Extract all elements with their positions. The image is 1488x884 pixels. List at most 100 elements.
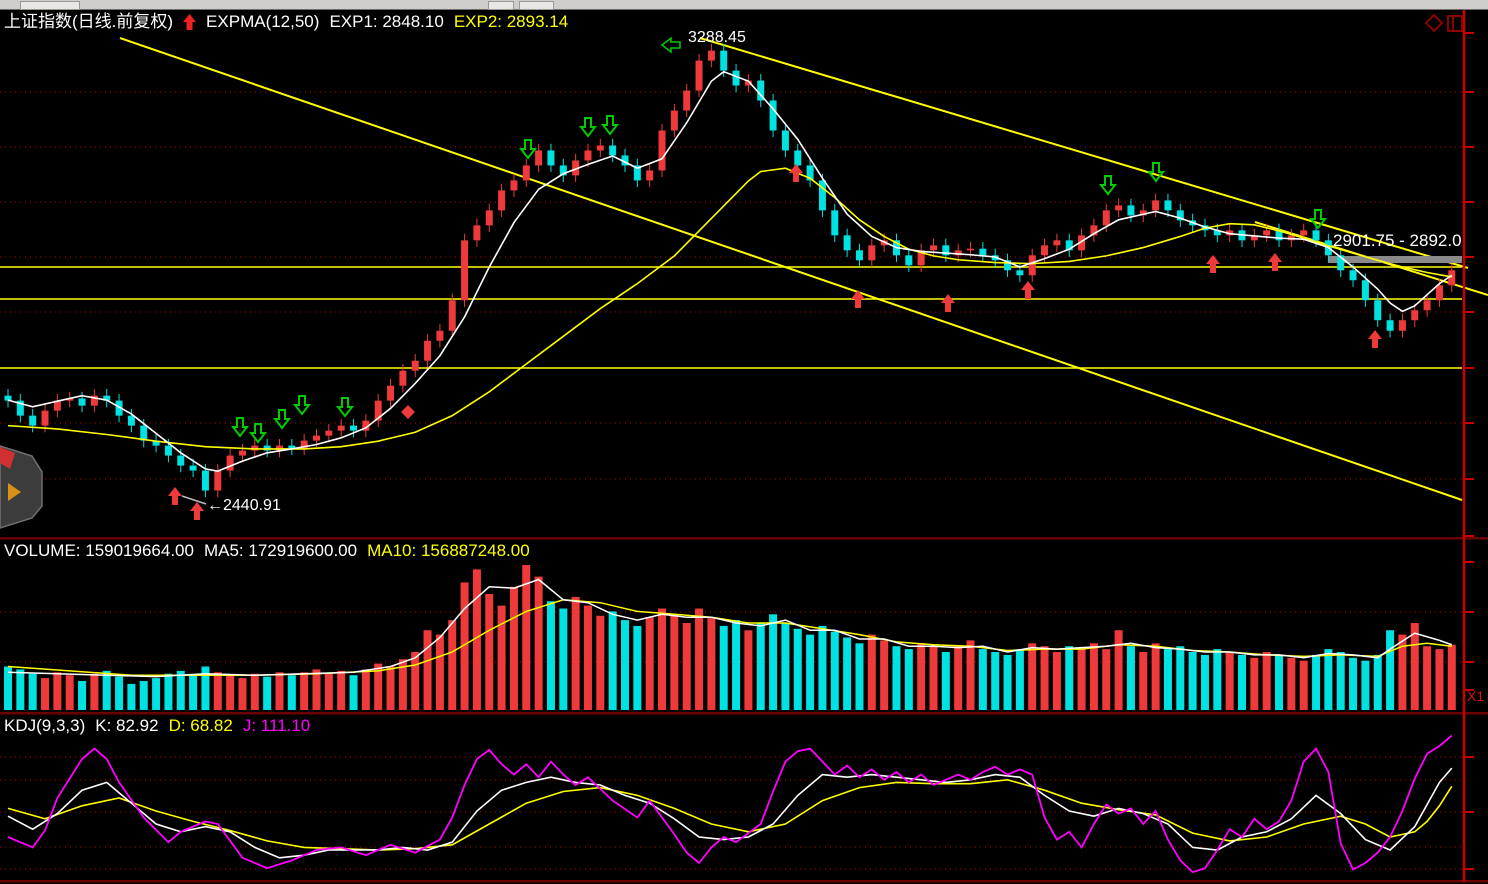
volume-bar [1238,654,1246,710]
volume-bar [65,675,74,710]
candle [1176,210,1184,221]
toolbar-button[interactable] [488,1,514,10]
candle [1337,255,1345,271]
volume-bar [1225,652,1234,710]
candle [103,395,111,401]
volume-bar [1312,654,1321,710]
volume-bar [361,669,370,710]
candle [1028,255,1036,276]
candle [374,400,382,421]
volume-bar [127,683,136,710]
candle [387,385,395,401]
candle [584,150,592,161]
up-arrow-icon [183,13,197,30]
main-chart-pane[interactable] [0,9,1464,537]
volume-bar [744,630,753,710]
volume-bar [1287,657,1296,710]
buy-arrow-icon [1021,281,1035,299]
buy-arrow-icon [190,502,204,520]
toolbar-button[interactable] [20,1,80,10]
sell-arrow-icon [1146,162,1166,183]
volume-bar [472,569,481,710]
current-price-bar [1328,256,1462,263]
price-range-label: 2901.75 - 2892.0 [1333,231,1462,250]
candle [695,60,703,91]
candle [1152,200,1160,211]
candle [313,435,320,441]
volume-bar [1373,654,1382,710]
volume-bar [793,628,802,710]
candle [855,250,863,261]
volume-bar [546,601,555,710]
candle [720,50,728,71]
candle [1411,310,1419,321]
volume-bar [904,649,913,710]
diamond-window-icon[interactable] [1424,13,1444,33]
volume-bar [707,617,716,710]
volume-ma10-value: MA10: 156887248.00 [367,541,530,560]
volume-bar [583,605,592,710]
candle [29,415,37,426]
volume-bar [485,594,494,710]
candle [362,420,370,431]
volume-bar [312,669,321,710]
split-window-icon[interactable] [1447,15,1463,32]
indicator-name: EXPMA(12,50) [206,12,320,31]
candle [436,330,444,341]
candle [325,430,333,436]
candle [769,100,777,131]
volume-bar [1435,649,1444,710]
candle [1078,235,1086,251]
volume-bar [398,659,407,710]
candle [1090,225,1098,236]
candle [670,110,678,131]
candle [1423,300,1431,311]
volume-bar [115,676,124,710]
candle [1448,270,1456,286]
volume-bar [1447,644,1456,710]
candle [350,425,358,431]
volume-pane[interactable] [0,539,1464,712]
low-price-label: ←2440.91 [207,497,281,514]
kdj-pane[interactable] [0,714,1464,880]
toolbar-button[interactable] [519,1,554,10]
candle [942,245,950,256]
candle [275,445,283,451]
volume-bar [201,666,210,710]
pane-separator [0,712,1488,715]
pane-separator [0,537,1488,540]
candle [78,398,86,406]
candle [843,235,851,251]
buy-arrow-icon [789,164,803,182]
candle [1115,205,1123,211]
volume-bar [250,673,259,710]
axis-ticks [1464,32,1474,870]
volume-bar [954,646,963,710]
sell-arrow-icon [578,117,598,138]
volume-bar [78,681,87,710]
volume-bar [1324,649,1333,710]
volume-bar [1200,654,1209,710]
volume-bar [978,649,987,710]
candle [201,470,209,491]
volume-header: VOLUME: 159019664.00 MA5: 172919600.00 M… [4,541,530,560]
volume-bar [1398,634,1407,710]
volume-bar [682,623,691,710]
candle [1275,230,1283,241]
volume-bar [226,675,235,710]
volume-bar [929,646,938,710]
candle [53,400,61,411]
candle [424,340,432,361]
volume-bar [670,614,679,710]
expand-right-icon[interactable] [8,483,21,501]
candle [411,360,419,371]
volume-bar [991,652,1000,710]
candle [1065,240,1073,251]
candle [510,180,518,191]
candle [152,440,160,446]
candle [1041,245,1049,256]
volume-bar [1139,652,1148,710]
symbol-title: 上证指数(日线.前复权) [4,12,174,31]
